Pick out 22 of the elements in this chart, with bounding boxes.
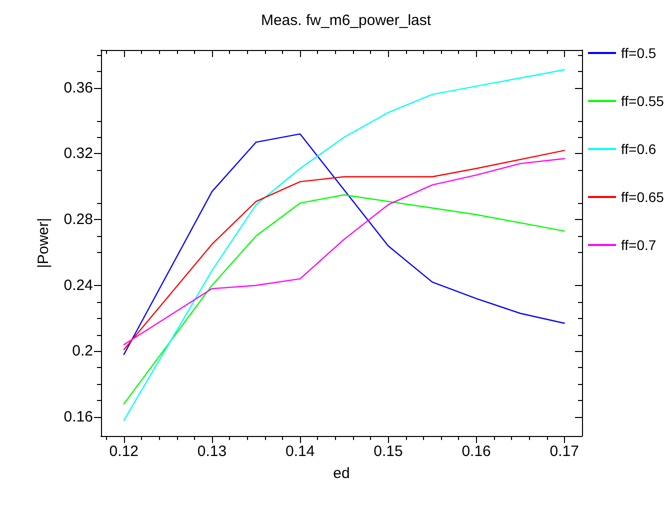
x-tick-label: 0.15 [374,443,403,460]
x-tick-label: 0.17 [550,443,579,460]
y-tick-label: 0.36 [64,79,93,96]
x-tick-label: 0.16 [462,443,491,460]
chart-title: Meas. fw_m6_power_last [260,12,432,29]
legend-label: ff=0.65 [621,189,664,205]
x-tick-label: 0.14 [285,443,315,460]
x-tick-label: 0.12 [109,443,139,460]
x-tick-label: 0.13 [197,443,227,460]
legend-label: ff=0.7 [621,237,656,253]
legend-label: ff=0.6 [621,141,656,157]
y-tick-label: 0.32 [64,145,93,162]
y-tick-label: 0.28 [64,211,93,228]
line-series [123,69,565,421]
legend-label: ff=0.5 [621,45,656,61]
legend-label: ff=0.55 [621,93,664,109]
x-axis-title: ed [333,465,350,482]
y-tick-label: 0.24 [64,276,93,294]
y-tick-label: 0.16 [64,408,93,426]
line-series [123,194,565,404]
y-axis-title: |Power| [35,218,52,268]
y-tick-label: 0.2 [72,342,93,360]
